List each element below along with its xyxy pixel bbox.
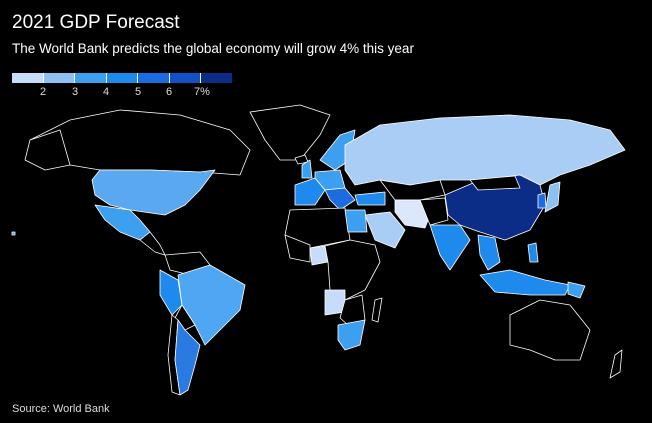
north-africa [284,207,351,251]
hawaii [11,231,16,236]
chart-subtitle: The World Bank predicts the global econo… [12,41,414,56]
russia [344,114,626,186]
legend-tick: 6 [165,86,173,98]
peru [159,269,183,316]
southeast-asia [477,234,501,271]
legend-ticks: 2 3 4 5 6 7% [12,86,232,100]
turkey [354,191,386,206]
legend-bin [106,73,139,83]
afghanistan-pakistan [419,197,449,226]
greenland [249,104,331,161]
central-east-africa [324,239,381,301]
legend-bin [43,73,76,83]
philippines [527,242,539,263]
papua-new-guinea [567,281,586,299]
west-africa [284,234,311,263]
color-legend [12,73,233,85]
legend-tick: 2 [39,86,47,98]
legend-tick: 5 [134,86,142,98]
saudi-arabia [364,211,406,249]
legend-bin [12,73,44,83]
usa [91,169,216,216]
source-note: Source: World Bank [12,403,110,415]
egypt [344,209,368,233]
france-spain [294,177,326,206]
alaska [24,129,71,171]
madagascar [371,297,383,323]
argentina [174,319,201,396]
legend-tick: 4 [102,86,110,98]
indonesia [479,269,571,296]
japan [544,181,561,213]
legend-bin [138,73,170,83]
korea [537,192,547,209]
australia [509,299,591,361]
india [429,224,471,271]
south-africa [337,319,366,351]
chart-title: 2021 GDP Forecast [12,12,180,33]
uk [301,159,313,179]
legend-bin [75,73,107,83]
central-america [139,231,166,256]
italy-balkans [324,187,356,211]
legend-tick: 3 [71,86,79,98]
new-zealand [609,349,623,379]
legend-tick: 7% [194,86,210,98]
legend-bin [201,73,233,83]
mongolia [469,175,521,191]
legend-bin [169,73,202,83]
